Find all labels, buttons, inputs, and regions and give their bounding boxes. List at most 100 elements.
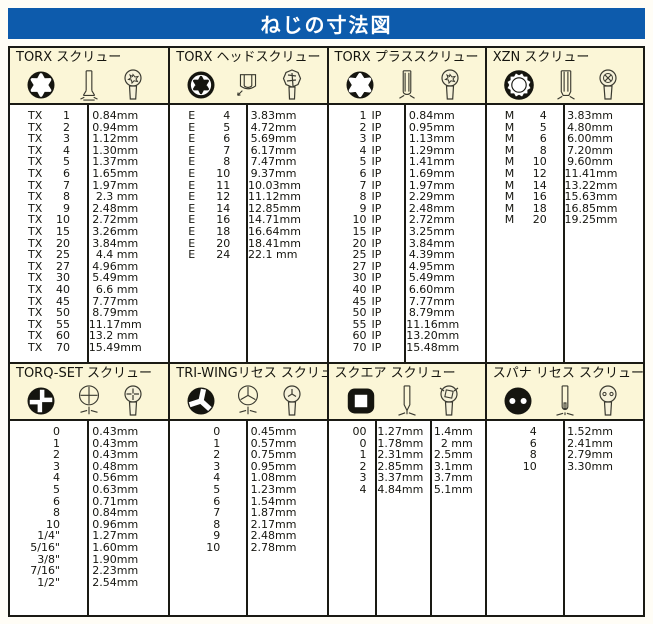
size-cell: E 18: [170, 226, 246, 238]
size-cell: TX 60: [10, 330, 87, 342]
size-cell: TX 40: [10, 284, 87, 296]
cell-text: E: [188, 132, 196, 146]
tri-wing-face-icon: [187, 387, 215, 415]
dimension-cell: 0.84mm: [408, 109, 455, 122]
dimension-cell: 0.57mm: [250, 436, 297, 450]
dimension-cell: 4.80mm: [567, 120, 613, 134]
title-bar: ねじの寸法図: [8, 8, 645, 39]
cell-text: TX: [28, 294, 43, 308]
size-cell: E 20: [170, 237, 246, 250]
cell-text: TX: [28, 166, 43, 180]
cell-text: 4: [63, 143, 70, 157]
cell-text: E: [188, 224, 196, 238]
dimension-cell: 1.60mm: [92, 540, 139, 554]
size-cell: 10: [206, 540, 221, 554]
cell-text: 10: [352, 213, 367, 227]
size-cell: 10: [522, 459, 537, 473]
dimension-cell: 3.1mm: [433, 459, 473, 473]
dimension-cell: 4.72mm: [250, 120, 297, 134]
torq-set-face-icon: [27, 387, 55, 415]
dimension-table-grid: TORX スクリュー T: [8, 46, 645, 617]
cell-text: 7: [359, 178, 367, 192]
size-cell: TX 15: [10, 226, 87, 238]
external-torx-face-icon: [187, 71, 215, 99]
cell-text: 50: [56, 306, 70, 320]
size-cell: TX 55: [10, 319, 87, 331]
cell-text: 9: [63, 201, 70, 215]
section-torq-set-table: 0 1 2 3 4 5 6 8 10 1/4" 5/16" 3/8" 7/16" 1/2" 0.43mm 0.…: [10, 421, 169, 615]
table-column: 1.52mm 2.41mm 2.79mm 3.30mm: [562, 421, 643, 615]
cell-text: 24: [216, 248, 231, 262]
screw-top-view-icon: [282, 385, 301, 416]
size-cell: 15 IP: [329, 226, 405, 238]
cell-text: TX: [28, 282, 43, 296]
table-column: M 4 M 5 M 6 M 8 M 10 M 12 M 14 M 16 M 18 M 20: [487, 105, 563, 362]
section-torx-plus-table: 1 IP 2 IP 3 IP 4 IP 5 IP 6 IP 7 IP 8 IP 9 IP 10 IP 15 IP 20 IP 2…: [328, 105, 485, 362]
cell-text: 6: [63, 166, 70, 180]
cell-text: TX: [28, 236, 43, 250]
dimension-cell: 0.75mm: [250, 448, 297, 462]
size-cell: E 14: [170, 203, 246, 215]
size-cell: TX 4: [10, 145, 87, 157]
size-cell: E 16: [170, 214, 246, 226]
size-cell: M 14: [487, 178, 563, 192]
cell-text: 2: [63, 120, 70, 134]
cell-text: 18: [216, 224, 231, 238]
dimension-cell: 0.96mm: [92, 517, 139, 531]
dimension-cell: 3.7mm: [433, 471, 473, 485]
dimension-cell: 1.65mm: [92, 166, 139, 180]
size-cell: 1/2": [37, 575, 60, 589]
dimension-cell: 1.27mm: [92, 529, 139, 543]
dimension-cell: 1.54mm: [250, 494, 297, 508]
cell-text: 5: [539, 120, 547, 134]
dimension-cell: 6.00mm: [567, 132, 613, 146]
size-cell: 6: [53, 494, 60, 508]
cell-text: IP: [371, 155, 382, 169]
size-cell: 4 IP: [329, 145, 405, 157]
cell-text: 3: [63, 132, 70, 146]
recess-gauge-icon: [79, 385, 100, 415]
cell-text: 12: [532, 166, 547, 180]
torx-plus-face-icon: [346, 71, 373, 99]
cell-text: M: [504, 143, 515, 157]
cell-text: M: [504, 178, 515, 192]
cell-text: 5: [63, 155, 70, 169]
cell-text: 8: [63, 190, 70, 204]
size-cell: 6: [529, 436, 537, 450]
cell-text: 70: [352, 340, 367, 354]
size-cell: 27 IP: [329, 261, 405, 273]
dimension-cell: 3.26mm: [92, 224, 139, 238]
dimension-cell: 7.77mm: [92, 294, 139, 308]
size-cell: TX 25: [10, 249, 87, 261]
cell-text: E: [188, 155, 196, 169]
size-cell: 2: [359, 459, 367, 473]
dimension-cell: 1.30mm: [92, 143, 139, 157]
dimension-cell: 1.12mm: [92, 132, 139, 146]
dimension-cell: 19.25mm: [564, 213, 618, 227]
cell-text: 5: [223, 120, 231, 134]
size-cell: 10: [46, 517, 60, 531]
cell-text: 25: [56, 248, 70, 262]
cell-text: 30: [352, 271, 367, 285]
dimension-cell: 12.85mm: [248, 201, 301, 215]
section-torx-plus-icons: [335, 66, 483, 106]
size-cell: 50 IP: [329, 307, 405, 319]
cell-text: IP: [371, 120, 382, 134]
size-cell: 0: [359, 436, 367, 450]
cell-text: 5: [359, 155, 367, 169]
dimension-cell: 7.77mm: [408, 294, 455, 308]
dimension-cell: 3.25mm: [408, 224, 455, 238]
size-cell: 8: [53, 506, 60, 520]
cell-text: 2: [359, 120, 367, 134]
xzn-triple-square-face-icon: [503, 70, 534, 100]
dimension-cell: 4.84mm: [377, 482, 424, 496]
size-cell: E 10: [170, 168, 246, 180]
screw-top-view-icon: [124, 69, 142, 100]
cell-text: IP: [371, 109, 382, 122]
bolt-head-side-view-icon: [237, 74, 257, 96]
section-torx-head-table: E 4 E 5 E 6 E 7 E 8 E 10 E 11 E 12 E 14 E 16 E 18 E 20 E 24 3.83mm…: [170, 105, 327, 362]
dimension-cell: 2.48mm: [92, 201, 139, 215]
size-cell: TX 3: [10, 133, 87, 145]
section-tri-wing-icons: [176, 382, 324, 422]
